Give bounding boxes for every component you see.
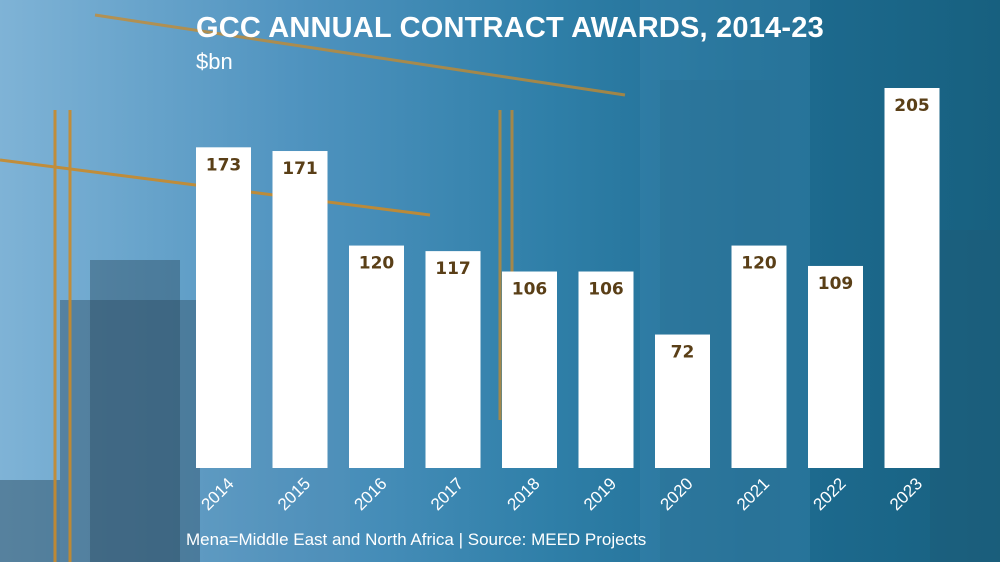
x-axis-labels-group: 2014 2015 2016 2017 2018 2019 2020 2021 2022 2023 (198, 474, 927, 514)
x-tick-label-2022: 2022 (810, 474, 850, 514)
x-tick-label-2018: 2018 (504, 474, 544, 514)
x-tick-label-2014: 2014 (198, 474, 238, 514)
bar-2023 (884, 88, 940, 468)
value-label-2021: 120 (741, 254, 777, 274)
bar-2020 (655, 334, 710, 468)
bar-2016 (349, 245, 404, 468)
chart-unit-label: $bn (196, 49, 233, 74)
x-tick-label-2021: 2021 (733, 474, 773, 514)
value-label-2017: 117 (435, 259, 471, 279)
source-note: Mena=Middle East and North Africa | Sour… (186, 530, 647, 549)
bar-2018 (502, 271, 557, 468)
value-label-2023: 205 (894, 96, 930, 116)
value-label-2022: 109 (818, 274, 854, 294)
bar-2014 (196, 147, 251, 468)
x-tick-label-2015: 2015 (274, 474, 314, 514)
value-label-2018: 106 (512, 280, 548, 300)
bar-2019 (578, 271, 634, 468)
value-label-2016: 120 (359, 254, 395, 274)
bar-2021 (731, 245, 787, 468)
value-label-2015: 171 (282, 159, 318, 179)
x-tick-label-2023: 2023 (886, 474, 926, 514)
bar-2017 (425, 251, 481, 468)
x-tick-label-2016: 2016 (351, 474, 391, 514)
x-tick-label-2020: 2020 (657, 474, 697, 514)
x-tick-label-2019: 2019 (580, 474, 620, 514)
value-labels-group: 173 171 120 117 106 106 72 120 109 205 (206, 96, 930, 363)
bars-group (196, 88, 940, 468)
value-label-2019: 106 (588, 280, 624, 300)
value-label-2020: 72 (671, 343, 695, 363)
value-label-2014: 173 (206, 155, 242, 175)
x-tick-label-2017: 2017 (427, 474, 467, 514)
bar-2022 (808, 265, 863, 468)
chart-title: GCC ANNUAL CONTRACT AWARDS, 2014-23 (196, 12, 824, 44)
bar-2015 (272, 151, 328, 468)
